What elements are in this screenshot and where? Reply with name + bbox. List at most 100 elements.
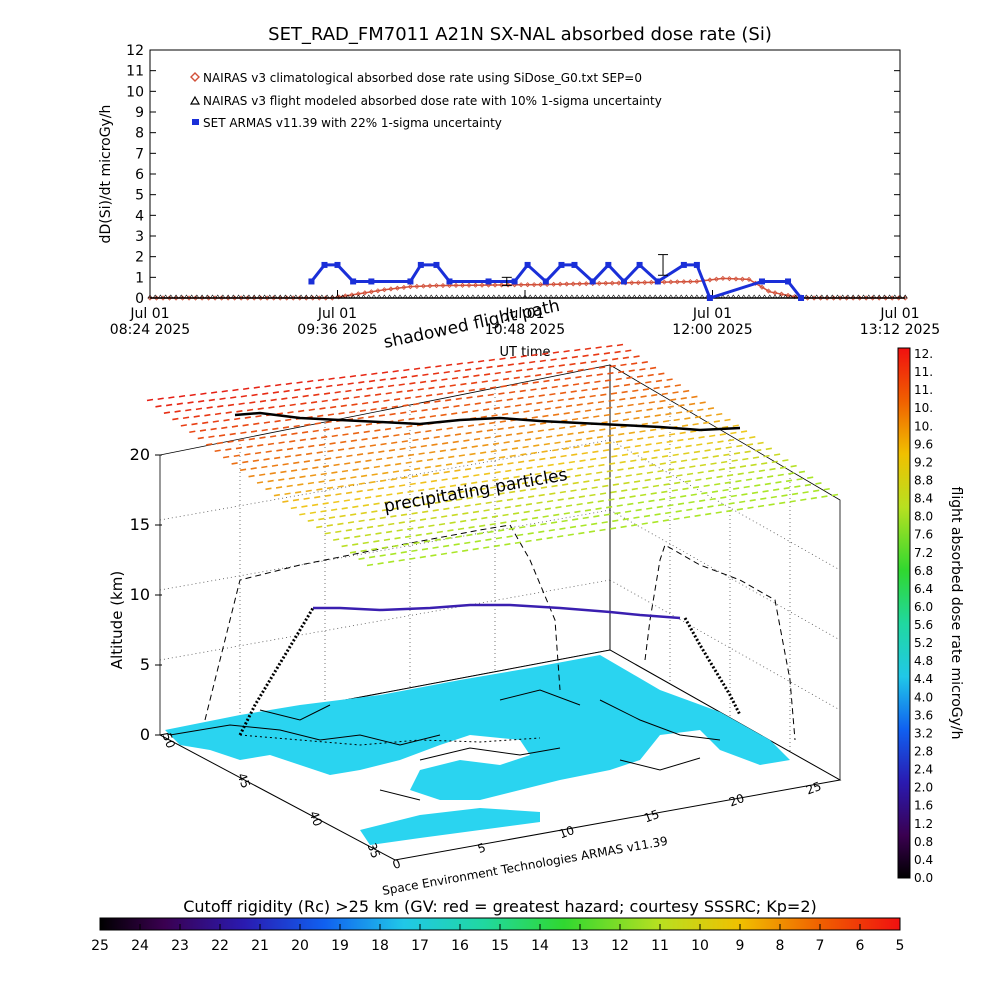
point-flight-modeled bbox=[366, 294, 372, 299]
point-flight-modeled bbox=[256, 294, 262, 299]
rigidity-tick-label: 19 bbox=[331, 938, 349, 954]
surface-dash bbox=[323, 428, 330, 431]
surface-dash bbox=[651, 393, 658, 397]
dose-colorbar-tick-label: 0.4 bbox=[914, 853, 933, 867]
surface-dash bbox=[508, 390, 516, 394]
surface-dash bbox=[304, 387, 312, 390]
surface-dash bbox=[690, 493, 697, 497]
surface-dash bbox=[259, 399, 267, 403]
surface-dash bbox=[178, 394, 186, 398]
surface-dash bbox=[609, 364, 616, 368]
surface-dash bbox=[627, 466, 635, 470]
chart-title: SET_RAD_FM7011 A21N SX-NAL absorbed dose… bbox=[268, 24, 772, 45]
surface-dash bbox=[425, 394, 433, 397]
surface-dash bbox=[369, 518, 376, 521]
surface-dash bbox=[520, 354, 527, 358]
surface-dash bbox=[559, 391, 567, 395]
point-climatological bbox=[759, 284, 765, 290]
surface-dash bbox=[485, 538, 492, 542]
surface-dash bbox=[221, 426, 228, 430]
surface-dash bbox=[504, 405, 511, 409]
surface-dash bbox=[390, 515, 397, 518]
surface-dash bbox=[707, 407, 715, 410]
dose-colorbar-tick-label: 11. bbox=[914, 365, 933, 379]
point-flight-modeled bbox=[762, 294, 768, 299]
surface-dash bbox=[735, 479, 742, 483]
surface-dash bbox=[464, 504, 471, 508]
rigidity-tick-label: 24 bbox=[131, 938, 149, 954]
surface-dash bbox=[665, 511, 672, 515]
altitude-tick-label: 20 bbox=[130, 445, 150, 464]
surface-dash bbox=[362, 541, 369, 545]
legend-label-armas: SET ARMAS v11.39 with 22% 1-sigma uncert… bbox=[203, 116, 502, 130]
surface-dash bbox=[321, 399, 328, 403]
surface-dash bbox=[618, 432, 625, 436]
surface-dash bbox=[683, 452, 690, 455]
dose-colorbar-tick-label: 5.6 bbox=[914, 618, 933, 632]
surface-dash bbox=[667, 504, 674, 507]
rigidity-tick-label: 8 bbox=[776, 938, 785, 954]
surface-dash bbox=[462, 512, 469, 515]
surface-dash bbox=[694, 514, 701, 517]
surface-dash bbox=[341, 469, 349, 473]
surface-dash bbox=[305, 452, 313, 456]
surface-dash bbox=[408, 417, 415, 421]
surface-dash bbox=[398, 484, 406, 487]
point-flight-modeled bbox=[157, 294, 163, 299]
point-flight-modeled bbox=[402, 294, 408, 299]
surface-dash bbox=[740, 430, 748, 433]
surface-dash bbox=[534, 509, 541, 512]
surface-dash bbox=[333, 463, 340, 467]
surface-dash bbox=[602, 449, 610, 452]
surface-dash bbox=[474, 402, 481, 405]
dose-colorbar-tick-label: 5.2 bbox=[914, 636, 933, 650]
surface-dash bbox=[341, 506, 348, 510]
surface-dash bbox=[531, 516, 539, 520]
surface-dash bbox=[487, 530, 494, 534]
surface-dash bbox=[392, 544, 399, 548]
surface-dash bbox=[422, 437, 430, 440]
surface-dash bbox=[189, 430, 196, 434]
surface-dash bbox=[552, 448, 559, 452]
surface-dash bbox=[610, 392, 618, 395]
surface-dash bbox=[684, 480, 691, 483]
surface-dash bbox=[343, 536, 350, 540]
surface-dash bbox=[523, 510, 530, 514]
surface-dash bbox=[438, 385, 446, 389]
surface-dash bbox=[538, 493, 545, 497]
dose-colorbar-tick-label: 1.6 bbox=[914, 799, 933, 813]
surface-dash bbox=[506, 398, 513, 401]
surface-dash bbox=[562, 483, 569, 486]
surface-dash bbox=[400, 376, 408, 379]
surface-dash bbox=[244, 453, 251, 456]
surface-dash bbox=[375, 457, 383, 461]
rigidity-tick-label: 9 bbox=[736, 938, 745, 954]
surface-dash bbox=[593, 353, 600, 356]
y-tick-label: 7 bbox=[135, 146, 144, 162]
surface-dash bbox=[569, 362, 576, 366]
point-flight-modeled bbox=[860, 294, 867, 299]
surface-dash bbox=[678, 404, 685, 407]
surface-dash bbox=[499, 357, 506, 361]
surface-dash bbox=[403, 468, 410, 472]
surface-dash bbox=[771, 460, 778, 464]
surface-dash bbox=[356, 490, 363, 493]
point-armas bbox=[417, 261, 424, 268]
surface-dash bbox=[668, 433, 676, 436]
surface-dash bbox=[514, 404, 522, 407]
point-flight-modeled bbox=[840, 294, 846, 299]
surface-dash bbox=[686, 409, 693, 413]
surface-dash bbox=[552, 351, 560, 354]
point-climatological bbox=[479, 282, 485, 288]
surface-dash bbox=[280, 433, 287, 437]
surface-dash bbox=[538, 530, 545, 534]
surface-dash bbox=[631, 523, 638, 527]
rigidity-tick-label: 21 bbox=[251, 938, 269, 954]
surface-dash bbox=[474, 540, 481, 543]
surface-dash bbox=[322, 502, 329, 505]
surface-dash bbox=[378, 450, 385, 453]
surface-dash bbox=[802, 491, 809, 494]
surface-dash bbox=[553, 477, 560, 480]
